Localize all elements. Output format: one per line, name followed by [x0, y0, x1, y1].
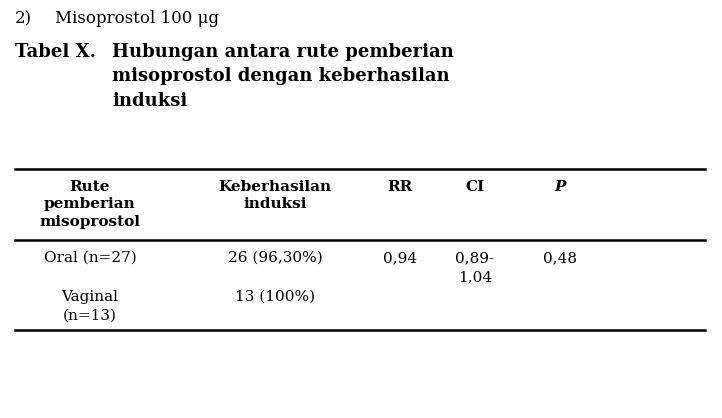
Text: (n=13): (n=13) — [63, 309, 117, 323]
Text: 0,94: 0,94 — [383, 251, 417, 265]
Text: Keberhasilan
induksi: Keberhasilan induksi — [219, 180, 331, 212]
Text: 13 (100%): 13 (100%) — [235, 290, 315, 304]
Text: 26 (96,30%): 26 (96,30%) — [227, 251, 323, 265]
Text: 1,04: 1,04 — [458, 270, 492, 284]
Text: Vaginal: Vaginal — [61, 290, 118, 304]
Text: P: P — [554, 180, 566, 194]
Text: RR: RR — [388, 180, 413, 194]
Text: Rute
pemberian
misoprostol: Rute pemberian misoprostol — [40, 180, 141, 229]
Text: Tabel X.: Tabel X. — [15, 43, 96, 61]
Text: 2): 2) — [15, 10, 32, 27]
Text: Oral (n=27): Oral (n=27) — [43, 251, 136, 265]
Text: 0,48: 0,48 — [543, 251, 577, 265]
Text: CI: CI — [466, 180, 484, 194]
Text: 0,89-: 0,89- — [456, 251, 495, 265]
Text: Hubungan antara rute pemberian
misoprostol dengan keberhasilan
induksi: Hubungan antara rute pemberian misoprost… — [112, 43, 453, 110]
Text: Misoprostol 100 μg: Misoprostol 100 μg — [55, 10, 219, 27]
